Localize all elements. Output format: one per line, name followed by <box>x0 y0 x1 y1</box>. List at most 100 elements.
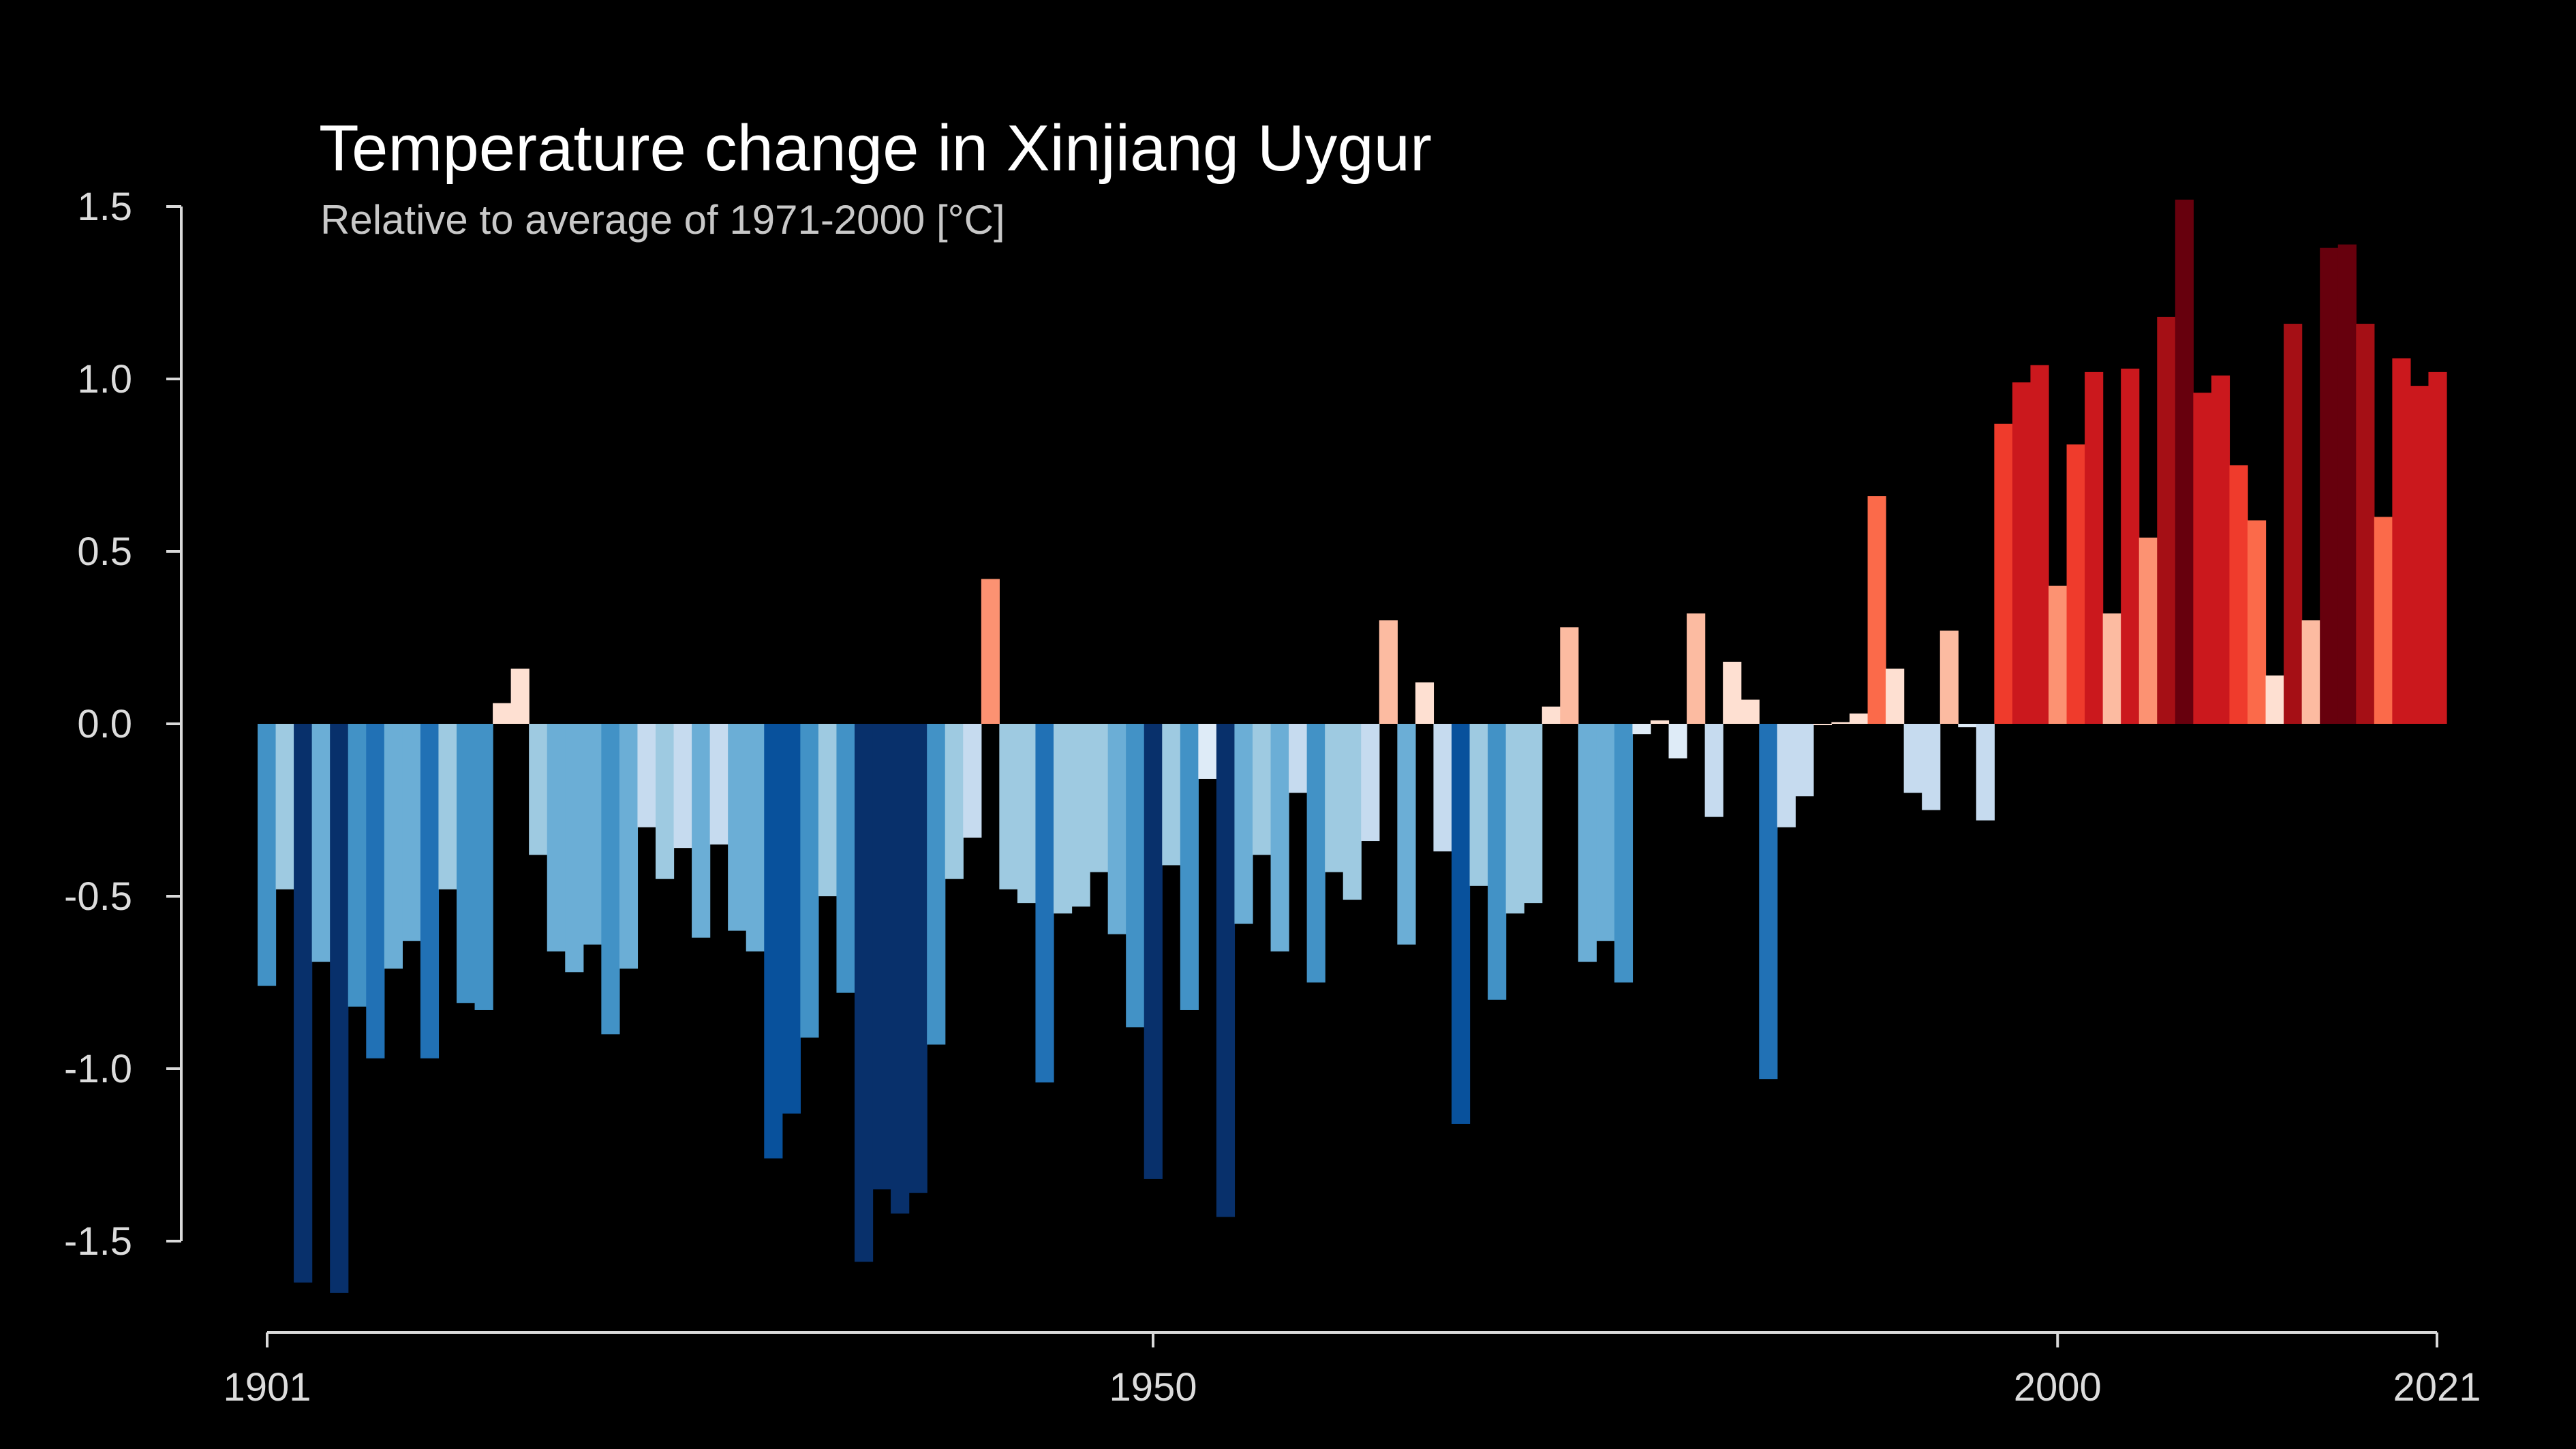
y-axis: 1.5 1.0 0.5 0.0 -0.5 -1.0 -1.5 <box>64 185 183 1264</box>
bar-2014 <box>2301 620 2320 724</box>
bar-1965 <box>1415 682 1435 724</box>
bar-2013 <box>2284 324 2303 724</box>
bar-1917 <box>547 724 566 951</box>
bar-1996 <box>1976 724 1995 821</box>
chart-subtitle: Relative to average of 1971-2000 [°C] <box>320 197 1005 243</box>
bar-1980 <box>1687 613 1706 724</box>
bar-1985 <box>1777 724 1796 827</box>
bars-group <box>258 199 2447 1293</box>
bar-1931 <box>800 724 819 1038</box>
bar-2011 <box>2248 520 2267 724</box>
bar-1964 <box>1397 724 1416 945</box>
bar-1933 <box>836 724 855 993</box>
bar-1919 <box>583 724 602 945</box>
bar-2001 <box>2066 444 2085 724</box>
bar-1911 <box>438 724 457 889</box>
bar-1905 <box>330 724 349 1293</box>
bar-1977 <box>1632 724 1651 735</box>
bar-1938 <box>927 724 946 1045</box>
bar-1901 <box>258 724 277 986</box>
bar-1961 <box>1343 724 1362 900</box>
y-tick-label: 1.0 <box>77 357 132 401</box>
bar-1963 <box>1379 620 1398 724</box>
bar-1916 <box>529 724 548 855</box>
bar-1926 <box>709 724 729 845</box>
bar-1960 <box>1325 724 1344 872</box>
bar-2003 <box>2102 613 2121 724</box>
bar-1955 <box>1234 724 1253 924</box>
x-tick-label: 1950 <box>1109 1365 1197 1409</box>
bar-2017 <box>2356 324 2375 724</box>
bar-2015 <box>2320 247 2339 724</box>
chart-title: Temperature change in Xinjiang Uygur <box>319 112 1432 185</box>
bar-1949 <box>1126 724 1145 1028</box>
bar-1942 <box>999 724 1018 889</box>
bar-1915 <box>510 669 530 724</box>
bar-1904 <box>311 724 331 962</box>
bar-1945 <box>1054 724 1073 914</box>
bar-2021 <box>2428 371 2447 724</box>
bar-1987 <box>1813 724 1833 725</box>
bar-1956 <box>1253 724 1272 855</box>
bar-1983 <box>1741 699 1760 724</box>
bar-1927 <box>728 724 747 931</box>
bar-2010 <box>2229 465 2248 724</box>
bar-1920 <box>601 724 620 1035</box>
bar-1990 <box>1867 496 1886 724</box>
y-tick-label: -1.5 <box>64 1219 132 1264</box>
bar-1998 <box>2012 382 2031 724</box>
bar-1971 <box>1524 724 1543 904</box>
y-tick-label: -0.5 <box>64 874 132 919</box>
bar-1947 <box>1090 724 1109 872</box>
bar-1909 <box>402 724 421 941</box>
x-tick-label: 2000 <box>2014 1365 2102 1409</box>
y-tick-label: 0.5 <box>77 530 132 574</box>
bar-1924 <box>673 724 692 849</box>
bar-1972 <box>1542 706 1561 724</box>
bar-1953 <box>1198 724 1217 779</box>
bar-1940 <box>963 724 982 838</box>
bar-1958 <box>1289 724 1308 793</box>
bar-2006 <box>2157 316 2176 724</box>
x-tick-label: 1901 <box>223 1365 311 1409</box>
bar-1934 <box>855 724 874 1262</box>
bar-1989 <box>1850 713 1869 724</box>
bar-1930 <box>782 724 801 1114</box>
bar-1914 <box>493 703 512 724</box>
bar-1991 <box>1886 669 1905 724</box>
bar-1954 <box>1216 724 1236 1217</box>
bar-1932 <box>818 724 838 896</box>
bar-1984 <box>1759 724 1778 1080</box>
bar-1975 <box>1596 724 1615 941</box>
bar-2009 <box>2211 375 2230 724</box>
bar-1967 <box>1452 724 1471 1124</box>
bar-1936 <box>891 724 910 1214</box>
bar-1997 <box>1994 423 2013 724</box>
bar-1903 <box>294 724 313 1283</box>
bar-1910 <box>420 724 440 1058</box>
bar-1950 <box>1144 724 1163 1179</box>
y-tick-label: -1.0 <box>64 1047 132 1091</box>
bar-1902 <box>275 724 294 889</box>
bar-1982 <box>1723 661 1742 724</box>
bar-1993 <box>1922 724 1941 810</box>
bar-1944 <box>1035 724 1054 1083</box>
bar-1957 <box>1270 724 1289 951</box>
bar-1952 <box>1180 724 1199 1010</box>
bar-1939 <box>945 724 964 879</box>
bar-2016 <box>2337 244 2357 724</box>
bar-1973 <box>1560 627 1579 724</box>
bar-1923 <box>656 724 675 879</box>
y-tick-label: 0.0 <box>77 702 132 746</box>
bar-1943 <box>1017 724 1037 904</box>
bar-2019 <box>2392 358 2411 724</box>
bar-1935 <box>872 724 891 1190</box>
bar-1946 <box>1071 724 1090 907</box>
x-tick-label: 2021 <box>2393 1365 2481 1409</box>
bar-1941 <box>981 579 1000 724</box>
bar-2005 <box>2138 537 2158 724</box>
bar-1981 <box>1704 724 1723 817</box>
bar-2018 <box>2374 517 2393 724</box>
bar-1937 <box>908 724 927 1193</box>
bar-1968 <box>1469 724 1488 886</box>
